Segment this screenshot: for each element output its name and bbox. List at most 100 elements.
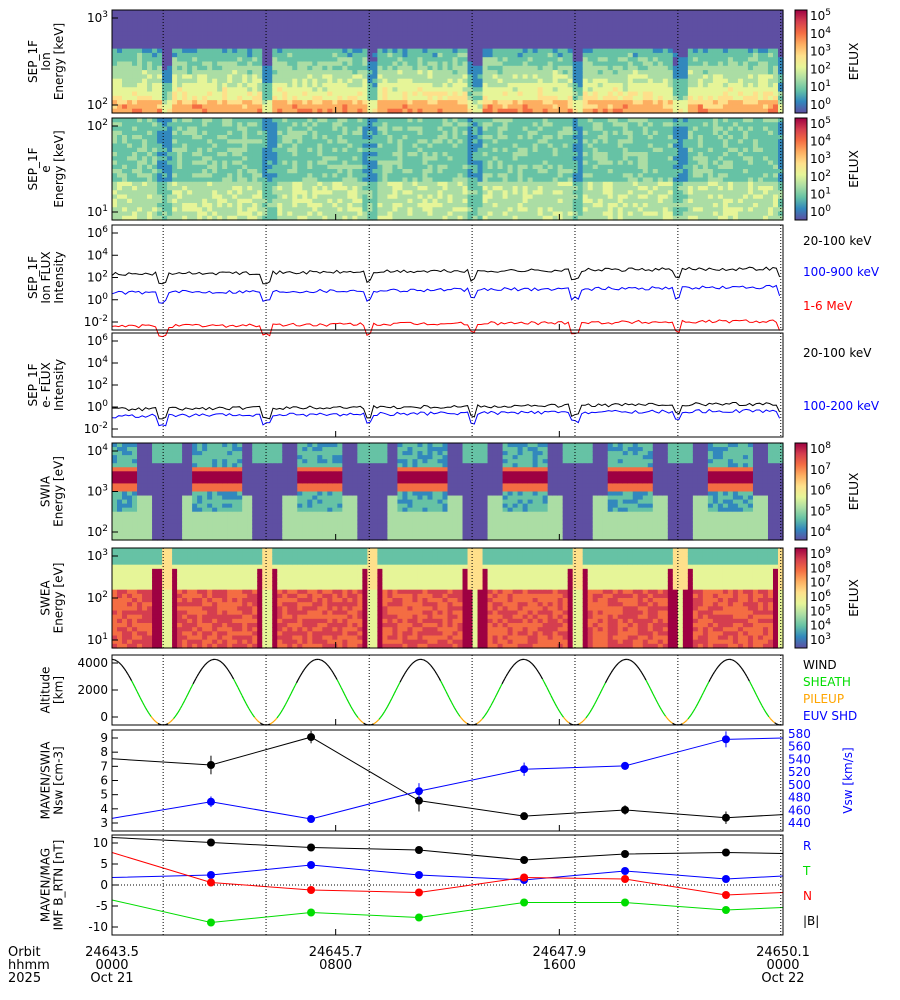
altitude-segment bbox=[209, 659, 212, 662]
series-legend: 100-200 keV bbox=[803, 399, 880, 413]
altitude-segment bbox=[379, 715, 383, 719]
time-axis-row-labels: Orbit hhmm 2025 bbox=[8, 946, 50, 985]
altitude-segment bbox=[547, 689, 551, 694]
tick-date: Oct 22 bbox=[761, 971, 805, 986]
altitude-segment bbox=[461, 717, 464, 721]
y-tick-label: 3 bbox=[100, 816, 108, 830]
altitude-segment bbox=[149, 714, 152, 717]
y-tick-label: 102 bbox=[87, 377, 108, 392]
altitude-segment bbox=[435, 672, 439, 676]
mag-point bbox=[206, 918, 215, 927]
Nsw-point bbox=[721, 813, 730, 822]
altitude-segment bbox=[293, 685, 296, 689]
altitude-segment bbox=[272, 720, 275, 723]
sep-electron-spectrogram bbox=[112, 118, 784, 221]
altitude-segment bbox=[217, 659, 220, 662]
altitude-segment bbox=[294, 682, 298, 686]
altitude-segment bbox=[273, 719, 276, 722]
mag-point bbox=[621, 898, 630, 907]
altitude-segment bbox=[649, 688, 653, 692]
altitude-segment bbox=[772, 721, 775, 724]
Nsw-point bbox=[307, 733, 316, 742]
altitude-segment bbox=[660, 709, 664, 713]
mag-point bbox=[206, 871, 215, 879]
mag-0-line bbox=[111, 864, 784, 881]
altitude-segment bbox=[131, 680, 134, 684]
altitude-segment bbox=[441, 683, 444, 687]
altitude-segment bbox=[254, 716, 257, 720]
altitude-segment bbox=[439, 680, 443, 684]
sep-e-flux-frame bbox=[111, 332, 784, 438]
swia-ylabel: SWIA Energy [eV] bbox=[39, 456, 66, 527]
y-tick-label: 0 bbox=[100, 710, 108, 724]
altitude-segment bbox=[741, 669, 745, 672]
altitude-segment bbox=[167, 722, 170, 725]
mag-1-line bbox=[111, 899, 784, 924]
altitude-segment bbox=[384, 708, 387, 712]
altitude-segment bbox=[329, 667, 332, 671]
altitude-segment bbox=[152, 717, 155, 721]
row-label-year: 2025 bbox=[8, 971, 42, 986]
y-tick-label: 102 bbox=[87, 270, 108, 285]
altitude-segment bbox=[755, 694, 759, 699]
altitude-segment bbox=[588, 711, 591, 715]
altitude-segment bbox=[377, 718, 380, 722]
colorbar bbox=[794, 117, 808, 221]
altitude-segment bbox=[291, 688, 295, 692]
altitude-segment bbox=[381, 713, 384, 717]
altitude-segment bbox=[768, 716, 771, 720]
altitude-segment bbox=[297, 677, 300, 681]
altitude-segment bbox=[405, 669, 408, 673]
colorbar-tick: 103 bbox=[810, 44, 831, 59]
altitude-segment bbox=[769, 718, 773, 721]
altitude-segment bbox=[389, 698, 393, 702]
y-tick-label: -5 bbox=[96, 899, 108, 913]
Nsw-point bbox=[621, 805, 630, 814]
altitude-segment bbox=[486, 710, 489, 714]
altitude-segment bbox=[269, 722, 272, 725]
altitude-segment bbox=[244, 700, 247, 704]
colorbar-tick: 101 bbox=[810, 186, 831, 201]
altitude-segment bbox=[667, 719, 671, 722]
altitude-segment bbox=[651, 690, 654, 695]
altitude-segment bbox=[688, 715, 692, 718]
altitude-segment bbox=[115, 660, 118, 662]
sep-e-flux-ylabel-line: SEP_1F bbox=[26, 363, 40, 406]
swea-ylabel-line: SWEA bbox=[39, 580, 53, 616]
colorbar-tick: 105 bbox=[810, 603, 831, 618]
altitude-segment bbox=[705, 684, 709, 688]
altitude-segment bbox=[434, 670, 437, 674]
sep-ion-flux-ylabel-line: Intensity bbox=[52, 251, 66, 303]
Vsw-point bbox=[520, 765, 529, 774]
y-tick-label: 100 bbox=[87, 292, 108, 307]
altitude-segment bbox=[423, 659, 426, 662]
colorbar-label: EFLUX bbox=[847, 43, 861, 81]
altitude-segment bbox=[304, 666, 307, 669]
altitude-segment bbox=[715, 667, 718, 671]
tick-hhmm: 0000 bbox=[766, 958, 800, 973]
altitude-segment bbox=[529, 661, 532, 664]
altitude-segment bbox=[363, 722, 366, 725]
altitude-segment bbox=[656, 701, 660, 706]
altitude-segment bbox=[245, 703, 249, 707]
altitude-segment bbox=[511, 665, 514, 668]
sep-electron-ylabel-line: SEP_1F bbox=[26, 147, 40, 190]
altitude-segment bbox=[597, 693, 601, 697]
mag-legend-R: R bbox=[803, 839, 811, 853]
altitude-segment bbox=[724, 659, 726, 662]
altitude-segment bbox=[546, 686, 549, 691]
altitude-segment bbox=[611, 668, 615, 671]
altitude-segment bbox=[761, 705, 764, 709]
mag-point bbox=[520, 873, 529, 882]
altitude-segment bbox=[465, 722, 468, 724]
altitude-segment bbox=[364, 723, 367, 726]
altitude-segment bbox=[603, 682, 606, 686]
altitude-segment bbox=[706, 681, 710, 685]
altitude-segment bbox=[585, 715, 588, 719]
swia-spectrogram bbox=[112, 443, 784, 541]
altitude-segment bbox=[324, 661, 327, 664]
altitude-segment bbox=[342, 690, 345, 694]
altitude-segment bbox=[744, 673, 748, 677]
sep-electron-ylabel-line: e bbox=[39, 165, 53, 172]
altitude-segment bbox=[480, 718, 483, 721]
